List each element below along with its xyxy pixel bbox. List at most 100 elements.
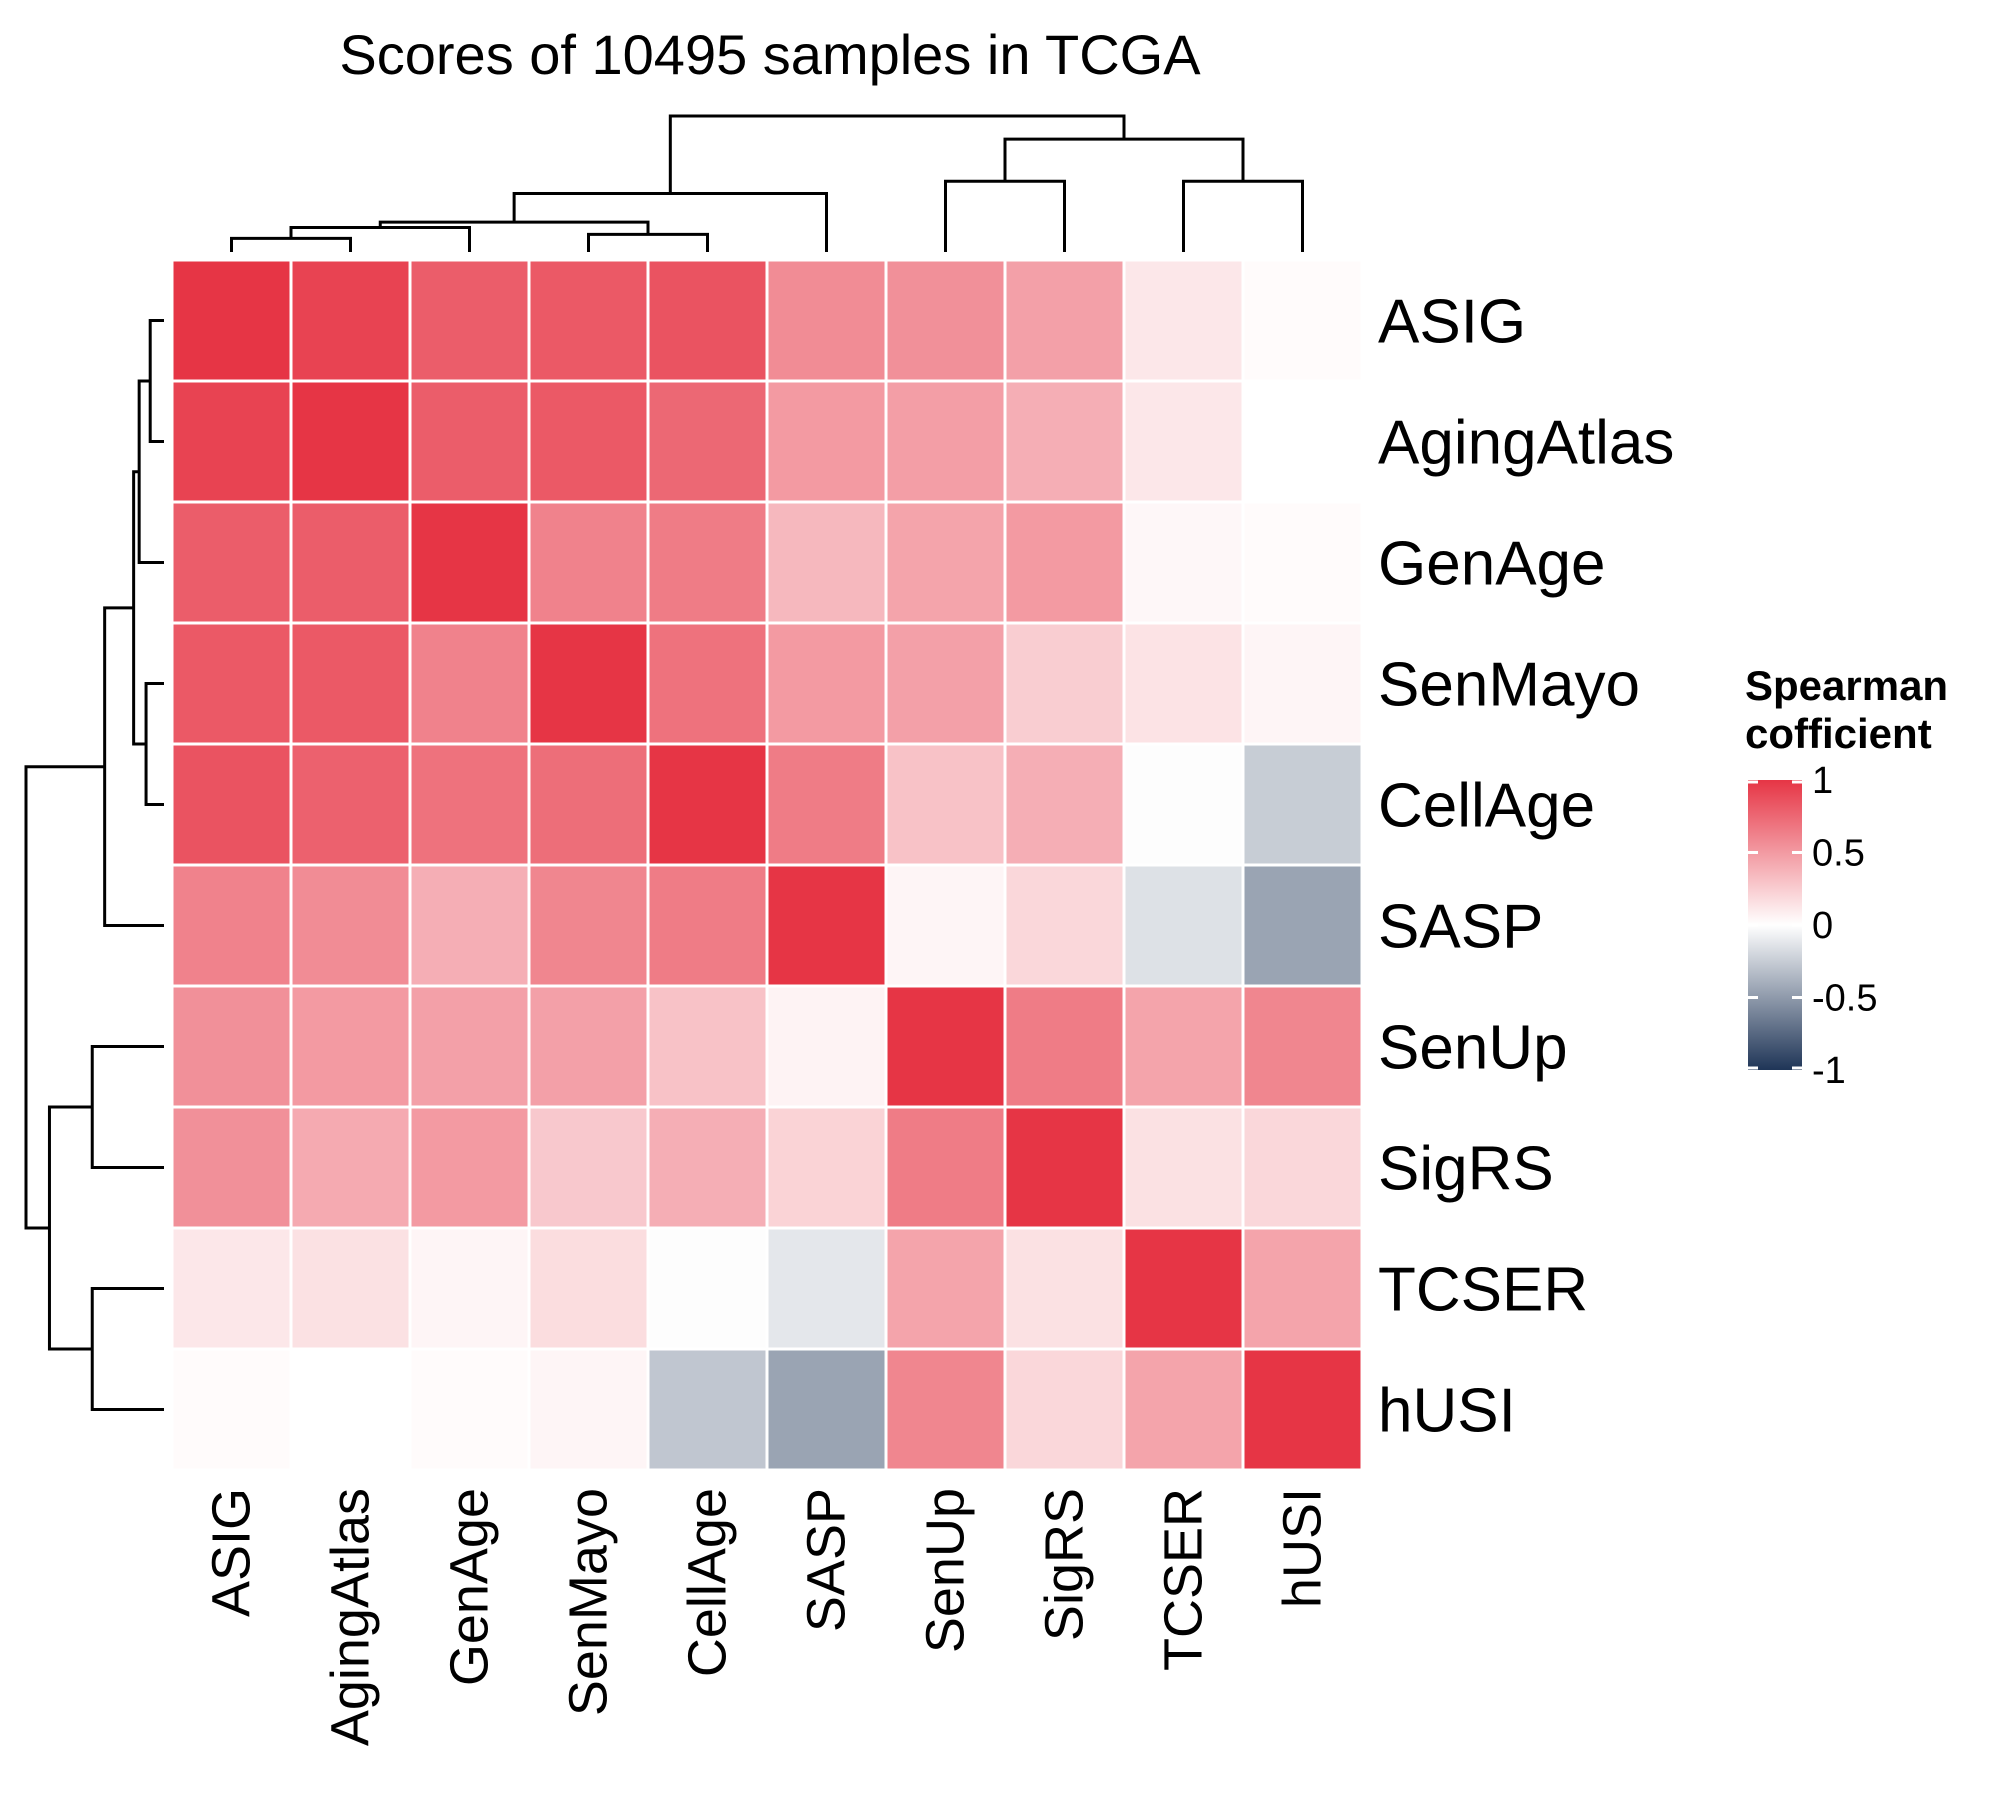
heatmap-cell — [527, 1226, 650, 1351]
heatmap-cell — [289, 1347, 412, 1472]
heatmap-cell — [765, 1105, 888, 1230]
heatmap-cell — [1003, 379, 1126, 504]
column-dendrogram-branch — [587, 232, 709, 252]
chart-title: Scores of 10495 samples in TCGA — [339, 23, 1201, 86]
heatmap-cell — [646, 1105, 769, 1230]
heatmap-cell — [1122, 1105, 1245, 1230]
heatmap-cell — [1122, 379, 1245, 504]
heatmap-cell — [170, 1226, 293, 1351]
heatmap-cell — [527, 1347, 650, 1472]
heatmap-cell — [765, 863, 888, 988]
heatmap-cell — [884, 742, 1007, 867]
column-label: SenMayo — [559, 1488, 619, 1716]
heatmap-cell — [1122, 621, 1245, 746]
heatmap-cell — [1122, 1347, 1245, 1472]
heatmap-cell — [1241, 1226, 1364, 1351]
heatmap-cell — [646, 1226, 769, 1351]
legend-title-line2: cofficient — [1745, 710, 1932, 757]
column-dendrogram-branch — [668, 114, 1126, 194]
heatmap-cell — [765, 742, 888, 867]
heatmap-cell — [170, 379, 293, 504]
heatmap-cell — [646, 984, 769, 1109]
heatmap-cell — [170, 1347, 293, 1472]
heatmap-cell — [765, 984, 888, 1109]
heatmap-cell — [1122, 863, 1245, 988]
heatmap-cell — [646, 379, 769, 504]
heatmap-cell — [646, 863, 769, 988]
heatmap-cell — [170, 621, 293, 746]
heatmap-cell — [765, 500, 888, 625]
heatmap-cell — [646, 621, 769, 746]
legend-tick-label: -1 — [1812, 1050, 1846, 1092]
heatmap-cell — [1241, 379, 1364, 504]
heatmap-cell — [1241, 1347, 1364, 1472]
heatmap-cell — [408, 984, 531, 1109]
heatmap-cell — [646, 258, 769, 383]
heatmap-cell — [884, 379, 1007, 504]
heatmap-cell — [884, 500, 1007, 625]
heatmap-cell — [170, 863, 293, 988]
heatmap-cell — [1241, 863, 1364, 988]
row-label: SenMayo — [1378, 651, 1640, 720]
heatmap-cell — [646, 1347, 769, 1472]
heatmap-cell — [1241, 500, 1364, 625]
heatmap-cell — [170, 1105, 293, 1230]
heatmap-cell — [646, 500, 769, 625]
column-dendrogram-branch — [944, 179, 1066, 252]
heatmap-cell — [884, 621, 1007, 746]
heatmap-cell — [884, 1105, 1007, 1230]
row-label: SASP — [1378, 893, 1543, 962]
heatmap-cell — [289, 863, 412, 988]
heatmap-cell — [1003, 258, 1126, 383]
column-label: AgingAtlas — [321, 1488, 381, 1746]
heatmap-cell — [289, 621, 412, 746]
heatmap-cell — [1241, 984, 1364, 1109]
heatmap-cell — [765, 1347, 888, 1472]
column-dendrogram — [230, 114, 1304, 252]
heatmap-cell — [1003, 1347, 1126, 1472]
heatmap-cell — [765, 621, 888, 746]
heatmap-cell — [765, 379, 888, 504]
heatmap-cell — [408, 1105, 531, 1230]
heatmap-cell — [1122, 258, 1245, 383]
heatmap-cells — [170, 258, 1364, 1472]
heatmap-cell — [170, 984, 293, 1109]
heatmap-cell — [289, 1105, 412, 1230]
heatmap-cell — [1003, 500, 1126, 625]
row-dendrogram-branch — [144, 682, 164, 806]
heatmap-cell — [1003, 621, 1126, 746]
heatmap-cell — [1003, 742, 1126, 867]
legend-tick-label: 0 — [1812, 905, 1833, 947]
heatmap-cell — [765, 258, 888, 383]
heatmap-cell — [1241, 1105, 1364, 1230]
row-label: ASIG — [1378, 288, 1526, 357]
column-labels: ASIG AgingAtlas GenAge SenMayo CellAge SASP Se… — [202, 1488, 1333, 1746]
heatmap-cell — [884, 258, 1007, 383]
heatmap-cell — [884, 1347, 1007, 1472]
legend-ticks: 1 0.5 0 -0.5 -1 — [1748, 760, 1877, 1092]
column-dendrogram-branch — [1003, 137, 1245, 182]
heatmap-cell — [1241, 621, 1364, 746]
heatmap-cell — [289, 258, 412, 383]
heatmap-cell — [1003, 1105, 1126, 1230]
heatmap-cell — [1003, 1226, 1126, 1351]
row-dendrogram-branch — [47, 1105, 93, 1351]
heatmap-cell — [408, 742, 531, 867]
heatmap-cell — [1122, 984, 1245, 1109]
row-label: hUSI — [1378, 1377, 1516, 1446]
row-dendrogram — [24, 319, 164, 1411]
heatmap-cell — [884, 1226, 1007, 1351]
heatmap-cell — [1122, 500, 1245, 625]
row-label: SenUp — [1378, 1014, 1568, 1083]
heatmap-cell — [646, 742, 769, 867]
legend-tick-label: -0.5 — [1812, 978, 1877, 1020]
heatmap-cell — [408, 1226, 531, 1351]
column-label: SASP — [797, 1488, 857, 1632]
heatmap-cell — [408, 500, 531, 625]
heatmap-cell — [408, 621, 531, 746]
row-dendrogram-branch — [148, 319, 164, 443]
heatmap-cell — [765, 1226, 888, 1351]
heatmap-cell — [408, 1347, 531, 1472]
heatmap-cell — [527, 984, 650, 1109]
